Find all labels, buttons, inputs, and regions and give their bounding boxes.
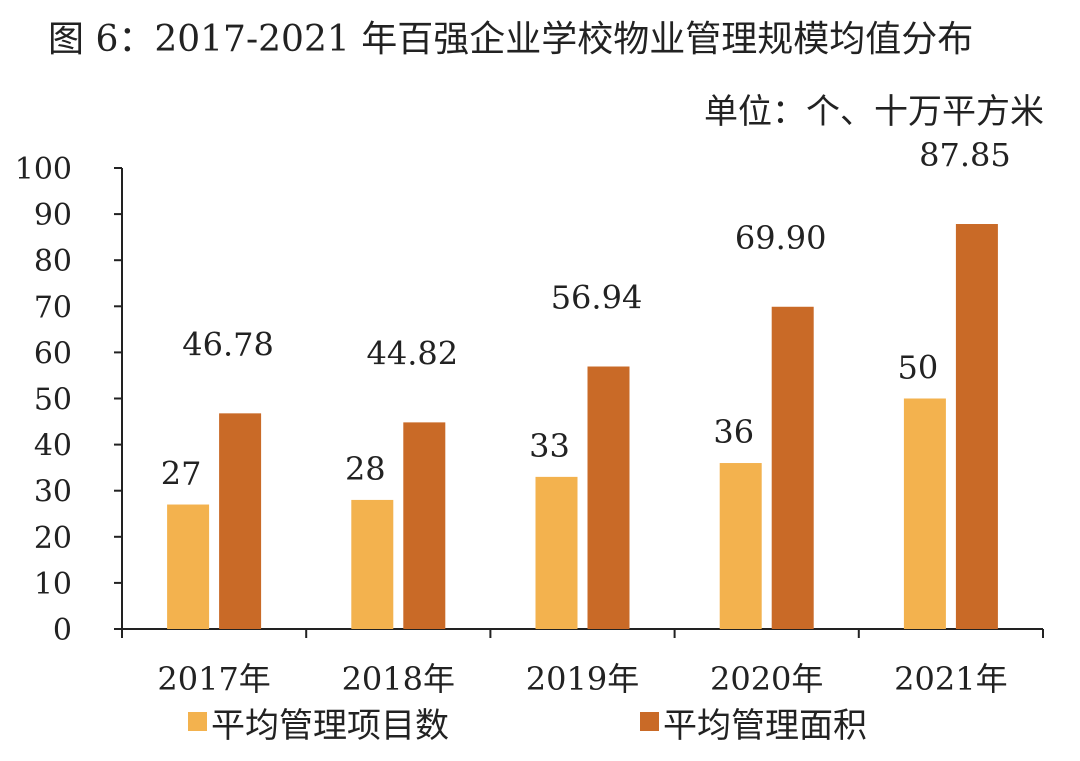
bar-avg-area [955, 224, 998, 629]
x-tick-label: 2017年 [157, 660, 270, 698]
bar-avg-projects [535, 476, 578, 629]
x-tick-label: 2018年 [342, 660, 455, 698]
bar-avg-area [587, 366, 630, 629]
data-label: 28 [345, 450, 386, 488]
data-label: 33 [529, 427, 570, 465]
y-tick-label: 30 [34, 475, 72, 510]
x-tick-label: 2019年 [526, 660, 639, 698]
legend-label: 平均管理项目数 [211, 706, 449, 746]
y-tick-label: 50 [34, 383, 72, 418]
y-tick-label: 90 [34, 198, 72, 233]
legend-label: 平均管理面积 [663, 706, 867, 746]
y-tick-label: 10 [34, 567, 72, 602]
data-label: 87.85 [919, 136, 1011, 174]
legend-swatch [640, 712, 659, 731]
y-tick-label: 0 [53, 613, 72, 648]
bar-avg-area [219, 413, 262, 629]
bar-avg-area [403, 422, 446, 629]
y-tick-label: 20 [34, 521, 72, 556]
y-tick-label: 100 [15, 152, 72, 187]
bar-avg-projects [903, 398, 946, 629]
legend-swatch [188, 712, 207, 731]
data-label: 69.90 [735, 219, 827, 257]
x-tick-label: 2020年 [710, 660, 823, 698]
y-tick-label: 60 [34, 336, 72, 371]
y-tick-label: 40 [34, 429, 72, 464]
unit-label: 单位：个、十万平方米 [704, 92, 1044, 132]
bar-avg-area [771, 306, 814, 629]
chart-title: 图 6：2017-2021 年百强企业学校物业管理规模均值分布 [48, 19, 974, 60]
data-label: 36 [713, 413, 754, 451]
data-label: 46.78 [182, 325, 274, 363]
data-label: 56.94 [551, 279, 643, 317]
x-tick-label: 2021年 [894, 660, 1007, 698]
y-tick-label: 80 [34, 244, 72, 279]
y-tick-label: 70 [34, 290, 72, 325]
bar-avg-projects [167, 504, 210, 629]
data-label: 27 [161, 455, 202, 493]
data-label: 50 [898, 349, 939, 387]
data-label: 44.82 [366, 334, 458, 372]
bar-avg-projects [719, 463, 762, 629]
bar-avg-projects [351, 499, 394, 629]
